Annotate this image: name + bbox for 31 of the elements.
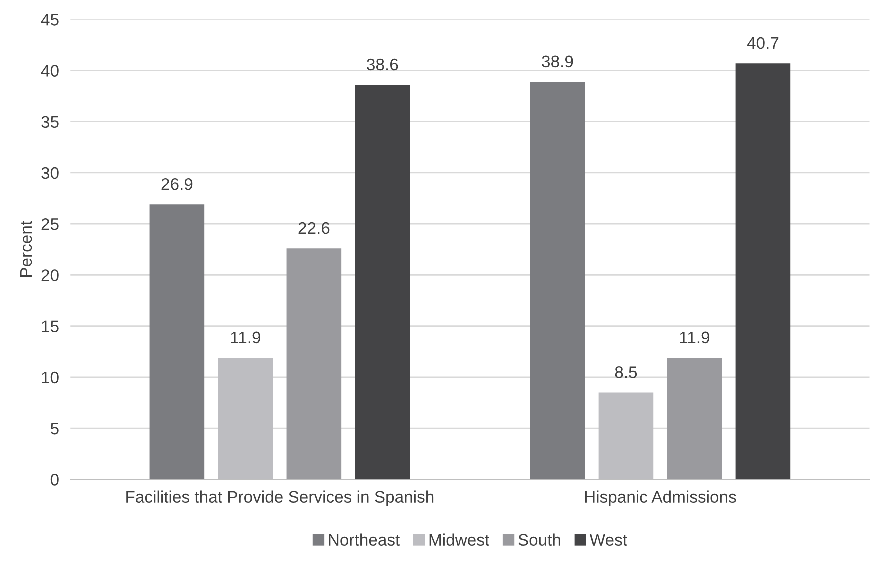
y-tick-label: 25 [42,218,59,230]
y-tick-label: 10 [42,372,59,384]
data-label: 11.9 [231,332,260,344]
bar [736,64,791,480]
y-tick-label: 5 [50,423,59,435]
y-tick-label: 15 [42,320,59,333]
y-tick-label: 0 [50,474,59,486]
bar [286,248,342,480]
bar [667,358,722,480]
y-tick-label: 30 [42,167,59,180]
data-label: 38.9 [542,56,574,68]
bar [530,82,586,480]
y-tick-label: 20 [42,270,59,282]
data-label: 38.6 [367,58,398,71]
bar [150,204,205,480]
y-tick-label: 40 [41,65,59,77]
bar [355,85,410,480]
data-label: 26.9 [162,178,193,190]
y-axis-title: Percent [20,221,32,277]
x-tick-label: Facilities that Provide Services in Spanish [126,490,434,506]
legend-label: West [590,534,628,546]
data-label: 22.6 [298,222,330,234]
y-tick-label: 35 [42,116,59,128]
y-tick-label: 45 [41,14,59,26]
data-label: 8.5 [615,366,638,378]
legend-label: Midwest [430,534,490,546]
x-tick-label: Hispanic Admissions [585,490,736,506]
legend-label: Northeast [329,534,400,546]
legend-label: South [518,534,560,546]
data-label: 11.9 [680,332,710,344]
data-label: 40.7 [747,37,779,50]
